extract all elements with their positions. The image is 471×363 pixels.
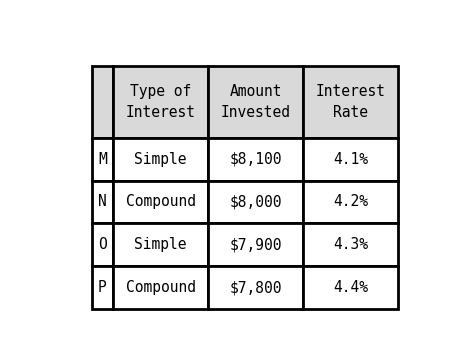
Text: Simple: Simple: [134, 237, 187, 252]
Bar: [303, 66, 398, 138]
Text: 4.3%: 4.3%: [333, 237, 368, 252]
Text: $7,800: $7,800: [229, 280, 282, 295]
Text: P: P: [98, 280, 107, 295]
Bar: [113, 223, 208, 266]
Bar: [113, 266, 208, 309]
Bar: [113, 66, 208, 138]
Bar: [113, 138, 208, 180]
Text: Amount
Invested: Amount Invested: [221, 84, 291, 120]
Text: $8,100: $8,100: [229, 152, 282, 167]
Text: $8,000: $8,000: [229, 195, 282, 209]
Bar: [92, 138, 113, 180]
Text: Simple: Simple: [134, 152, 187, 167]
Bar: [208, 180, 303, 223]
Bar: [303, 180, 398, 223]
Text: O: O: [98, 237, 107, 252]
Bar: [303, 223, 398, 266]
Text: 4.4%: 4.4%: [333, 280, 368, 295]
Bar: [208, 266, 303, 309]
Bar: [92, 180, 113, 223]
Bar: [113, 180, 208, 223]
Text: M: M: [98, 152, 107, 167]
Bar: [208, 223, 303, 266]
Bar: [303, 138, 398, 180]
Text: 4.1%: 4.1%: [333, 152, 368, 167]
Text: $7,900: $7,900: [229, 237, 282, 252]
Bar: [92, 223, 113, 266]
Text: Type of
Interest: Type of Interest: [126, 84, 196, 120]
Bar: [92, 266, 113, 309]
Bar: [208, 138, 303, 180]
Text: Interest
Rate: Interest Rate: [316, 84, 386, 120]
Bar: [303, 266, 398, 309]
Text: 4.2%: 4.2%: [333, 195, 368, 209]
Text: Compound: Compound: [126, 280, 196, 295]
Text: Compound: Compound: [126, 195, 196, 209]
Bar: [208, 66, 303, 138]
Text: N: N: [98, 195, 107, 209]
Bar: [92, 66, 113, 138]
